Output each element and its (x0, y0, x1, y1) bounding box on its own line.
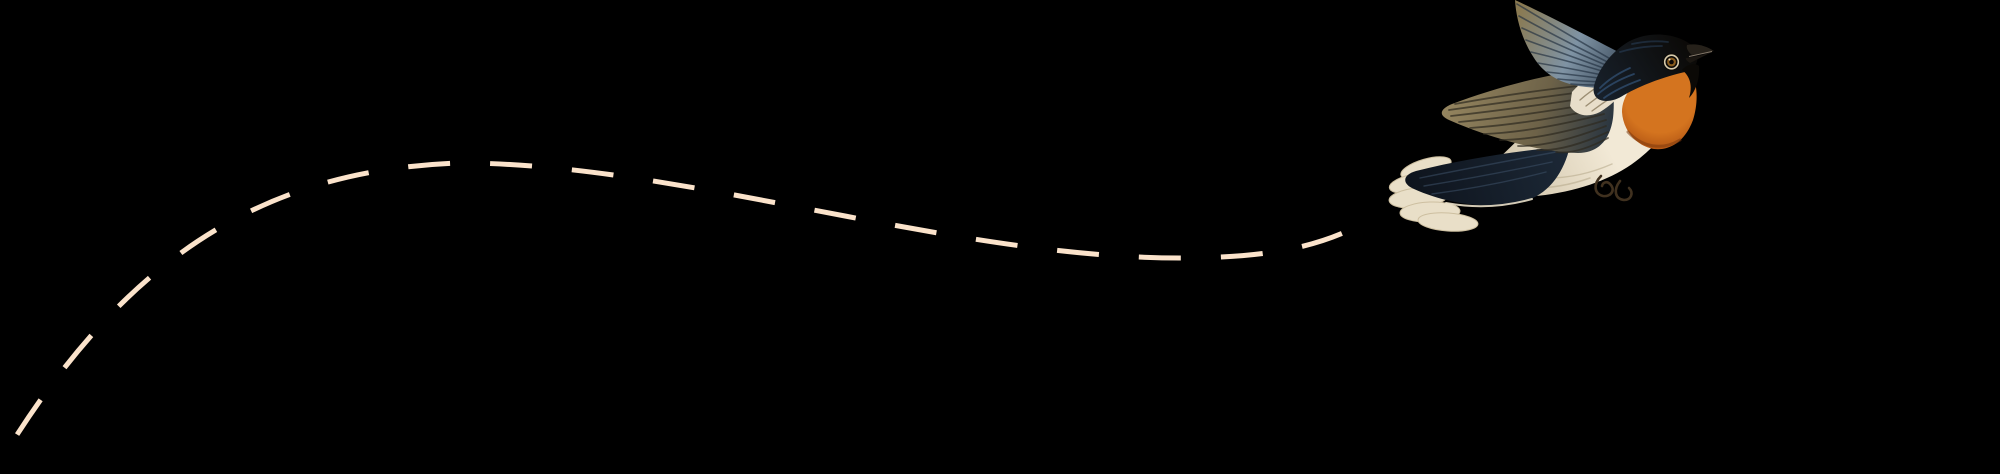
foot-claw (1594, 174, 1614, 198)
feather-line (1499, 119, 1607, 141)
bird-illustration (1388, 0, 1714, 232)
nape-sheen-line (1603, 79, 1641, 99)
beak-upper (1686, 44, 1714, 55)
beak-lower (1685, 51, 1713, 63)
tail-tip-feather (1417, 212, 1479, 232)
bird-tail (1405, 146, 1570, 206)
tail-white-edge-line (1445, 198, 1533, 208)
flight-path-line (0, 160, 1366, 467)
head-sheen-lines (1597, 40, 1669, 99)
feather-line (1517, 125, 1607, 147)
tail-sheen-line (1423, 161, 1553, 187)
bird-lower-wing (1441, 68, 1614, 153)
crown-sheen-line (1631, 40, 1669, 45)
eye-sparkle (1668, 58, 1671, 61)
feather-line (1555, 137, 1609, 154)
bird-chin-band (1682, 64, 1700, 98)
bird-breast-bib (1622, 66, 1697, 150)
bird-eye (1662, 53, 1681, 71)
beak-gape-line (1688, 51, 1713, 57)
foot-claw (1614, 179, 1633, 202)
tail-sheen-lines (1419, 151, 1557, 195)
tail-sheen-line (1419, 151, 1557, 179)
bird-feet (1594, 174, 1633, 202)
eye-ring (1663, 54, 1680, 70)
feather-line (1536, 131, 1609, 152)
tail-sheen-line (1431, 171, 1547, 195)
eye-pupil (1669, 59, 1674, 65)
nape-sheen-line (1599, 67, 1631, 89)
nape-sheen-line (1597, 73, 1635, 95)
bib-lower-rim (1626, 130, 1682, 148)
crown-sheen-line (1619, 45, 1663, 53)
bird-head (1593, 34, 1698, 101)
feather-line (1483, 113, 1605, 135)
